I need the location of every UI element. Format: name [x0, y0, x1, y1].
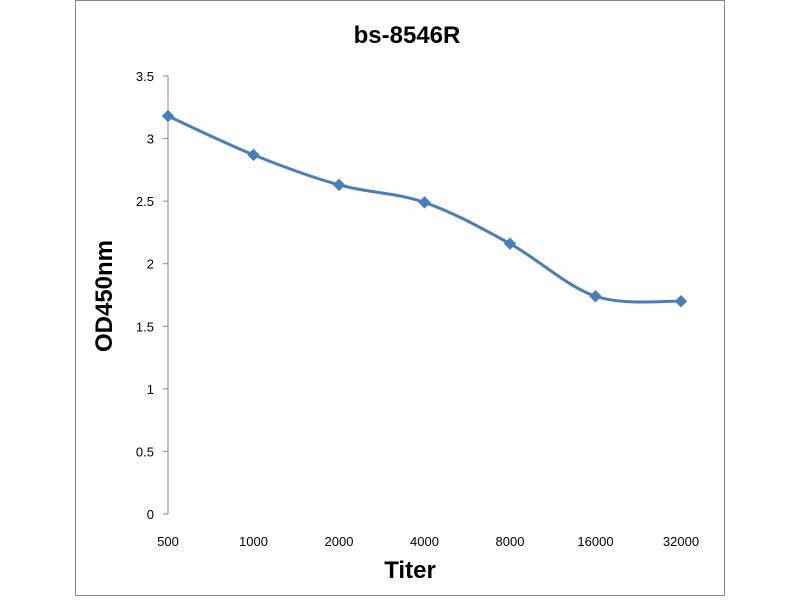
x-tick-label: 1000	[239, 534, 268, 549]
data-point-marker	[161, 109, 175, 123]
data-point-marker	[503, 237, 517, 250]
x-tick-label: 16000	[577, 534, 613, 549]
y-tick-label: 0.5	[136, 444, 154, 459]
y-tick-label: 3.5	[136, 69, 154, 84]
x-axis-ticks: 500 1000 2000 4000 8000 16000 32000	[157, 534, 699, 549]
y-tick-label: 2	[147, 257, 154, 272]
x-tick-label: 500	[157, 534, 179, 549]
series-line	[166, 114, 683, 304]
x-tick-label: 2000	[325, 534, 354, 549]
x-tick-label: 8000	[496, 534, 525, 549]
y-tick-label: 2.5	[136, 194, 154, 209]
y-tick-label: 1.5	[136, 319, 154, 334]
chart-frame	[75, 0, 725, 596]
x-tick-label: 32000	[663, 534, 699, 549]
y-axis-title: OD450nm	[91, 240, 118, 352]
x-axis-title: Titer	[384, 557, 436, 584]
data-point-marker	[332, 178, 346, 192]
x-tick-label: 4000	[410, 534, 439, 549]
y-tick-label: 3	[147, 132, 154, 147]
data-point-marker	[247, 148, 260, 162]
series-markers	[161, 109, 688, 308]
chart-title: bs-8546R	[354, 22, 461, 49]
y-tick-label: 0	[147, 507, 154, 522]
y-axis-ticks: 0 0.5 1 1.5 2 2.5 3 3.5	[136, 69, 168, 522]
y-tick-label: 1	[147, 382, 154, 397]
data-point-marker	[674, 295, 688, 308]
data-point-marker	[418, 196, 431, 209]
data-point-marker	[589, 290, 602, 303]
